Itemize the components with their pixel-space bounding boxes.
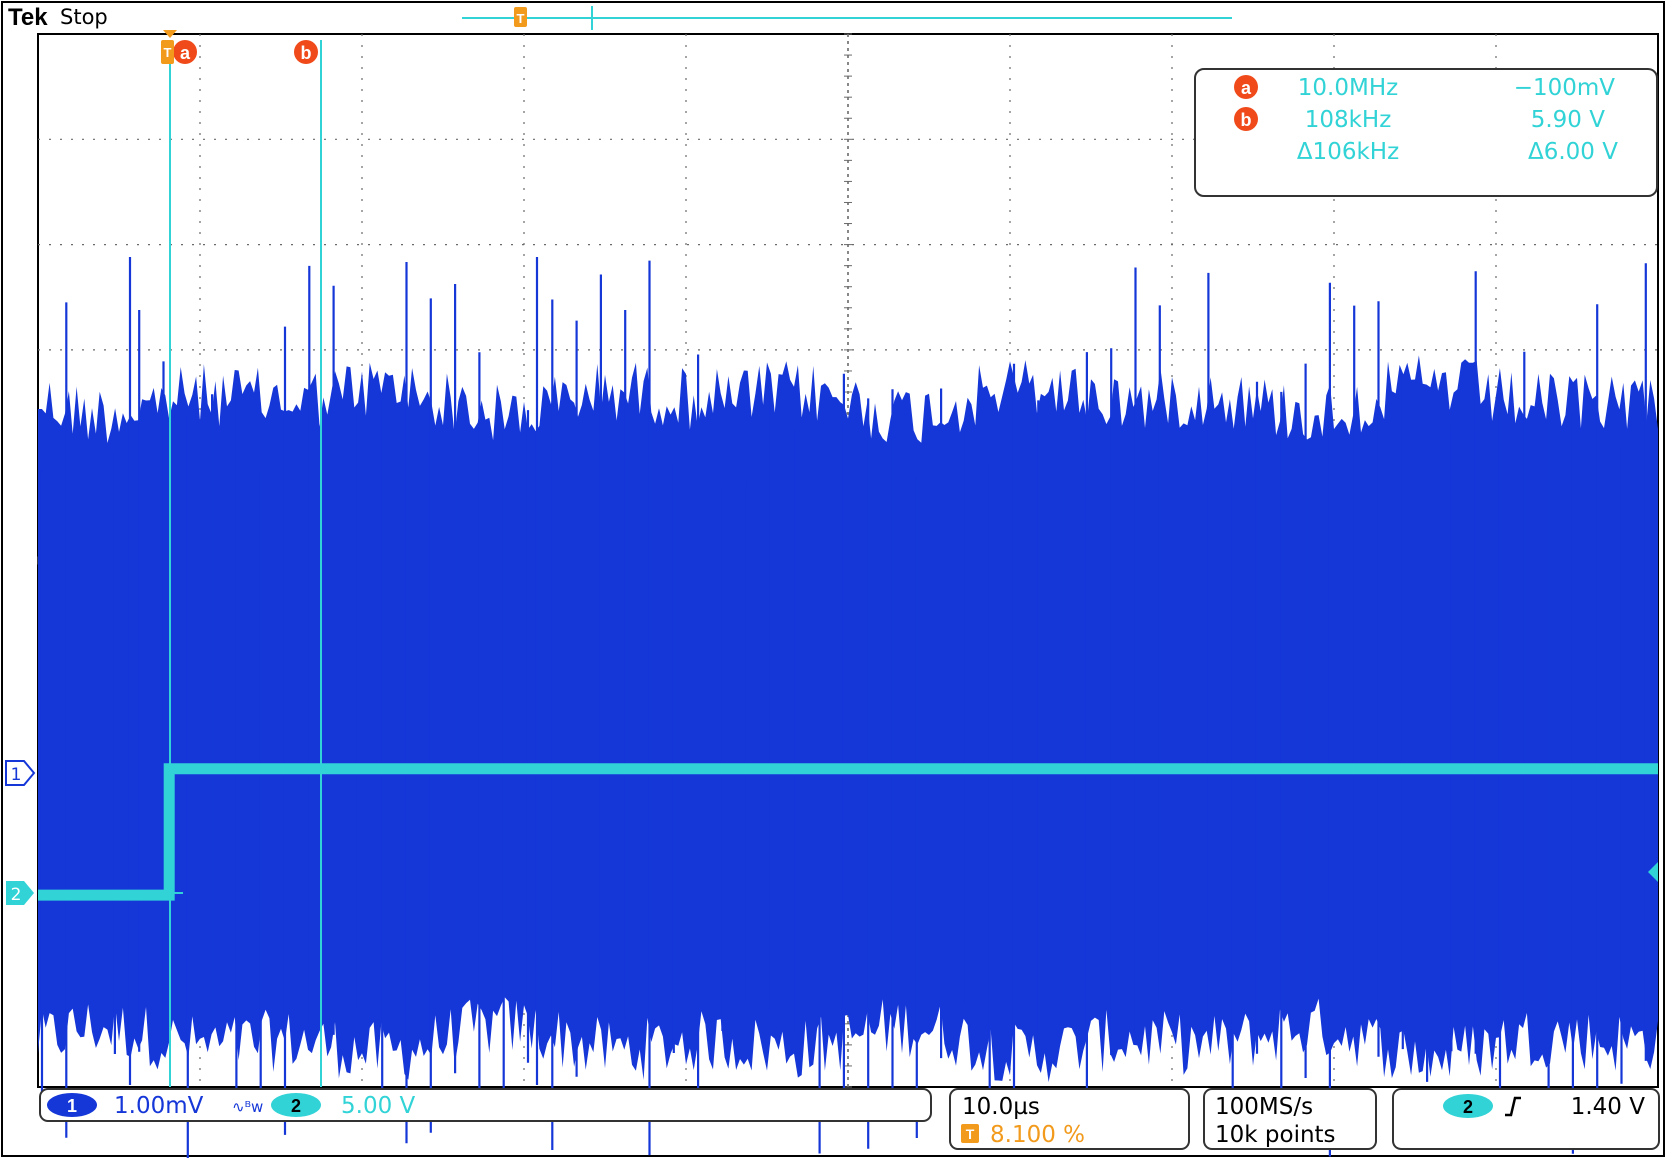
readout-a-badge	[1234, 75, 1258, 99]
horizontal-settings-box	[949, 1088, 1190, 1150]
ch1-status-badge[interactable]	[47, 1093, 97, 1117]
ch2-status-number: 2	[291, 1096, 301, 1116]
vertical-settings-box	[39, 1088, 932, 1122]
ch1-waveform-spikes	[40, 257, 1647, 1158]
brand-logo: Tek	[8, 4, 48, 31]
ch2-marker-label: 2	[11, 885, 22, 905]
cursor-a-badge[interactable]	[173, 40, 197, 64]
cursor-readout: a 10.0MHz −100mV b 108kHz 5.90 V Δ106kHz…	[1194, 68, 1658, 197]
acquisition-status: Stop	[60, 5, 108, 29]
ch1-waveform-envelope	[38, 355, 1658, 1083]
record-trigger-label: T	[517, 11, 525, 26]
trigger-panel[interactable]: 2 1.40 V	[1392, 1088, 1660, 1150]
cursor-a[interactable]: a	[169, 40, 197, 1087]
cursor-a-frequency: 10.0MHz	[1298, 75, 1398, 101]
readout-b-badge	[1234, 107, 1258, 131]
cursor-b-voltage: 5.90 V	[1531, 107, 1606, 133]
sample-rate: 100MS/s	[1215, 1094, 1313, 1120]
ch1-marker-shape	[5, 760, 36, 786]
trigger-source-badge[interactable]	[1443, 1094, 1493, 1118]
ch2-scale: 5.00 V	[341, 1093, 416, 1119]
ch2-marker-shape	[6, 881, 34, 905]
trigger-position-icon	[961, 1124, 979, 1143]
trigger-flag-label: T	[164, 45, 172, 60]
cursor-delta-voltage: Δ6.00 V	[1528, 139, 1618, 165]
trigger-position-marker[interactable]: T	[161, 30, 177, 64]
record-length: 10k points	[1215, 1122, 1336, 1148]
timebase: 10.0µs	[962, 1094, 1040, 1120]
trigger-level-arrow-icon	[1648, 862, 1658, 882]
trigger-source: 2	[1463, 1097, 1473, 1117]
cursor-b-label: b	[301, 43, 312, 63]
ch1-bw-limit-icon: ∿ᴮw	[232, 1098, 263, 1116]
record-trigger-icon	[514, 7, 527, 27]
cursor-b-frequency: 108kHz	[1305, 107, 1392, 133]
cursor-b[interactable]: b	[294, 40, 322, 1087]
vertical-settings-panel[interactable]: 1 1.00mV ∿ᴮw 2 5.00 V	[39, 1088, 932, 1122]
cursor-readout-box	[1194, 68, 1658, 197]
trigger-position: 8.100 %	[990, 1122, 1085, 1148]
ch1-marker-label: 1	[11, 765, 22, 785]
readout-a-label: a	[1241, 78, 1252, 98]
cursor-b-badge[interactable]	[294, 40, 318, 64]
cursor-a-label: a	[180, 43, 191, 63]
trigger-flag-icon	[161, 40, 174, 64]
rising-edge-icon	[1505, 1096, 1521, 1117]
status-bar: 1 1.00mV ∿ᴮw 2 5.00 V 10.0µs T 8.100 % 1…	[39, 1088, 1660, 1150]
ch1-scale: 1.00mV	[114, 1093, 204, 1119]
ch1-ground-marker[interactable]: 1	[5, 760, 36, 786]
ch2-ground-marker[interactable]: 2	[6, 881, 34, 905]
trigger-level: 1.40 V	[1571, 1094, 1646, 1120]
record-view-bar: T	[462, 6, 1232, 30]
ch2-status-badge[interactable]	[271, 1093, 321, 1117]
trigger-arrow-icon	[163, 30, 177, 38]
acquisition-panel[interactable]: 100MS/s 10k points	[1203, 1088, 1377, 1150]
acquisition-box	[1203, 1088, 1377, 1150]
horizontal-settings-panel[interactable]: 10.0µs T 8.100 %	[949, 1088, 1190, 1150]
cursor-delta-frequency: Δ106kHz	[1297, 139, 1399, 165]
readout-b-label: b	[1241, 110, 1252, 130]
ch1-status-number: 1	[67, 1096, 77, 1116]
cursor-a-voltage: −100mV	[1514, 75, 1616, 101]
trigger-position-badge: T	[966, 1126, 975, 1142]
